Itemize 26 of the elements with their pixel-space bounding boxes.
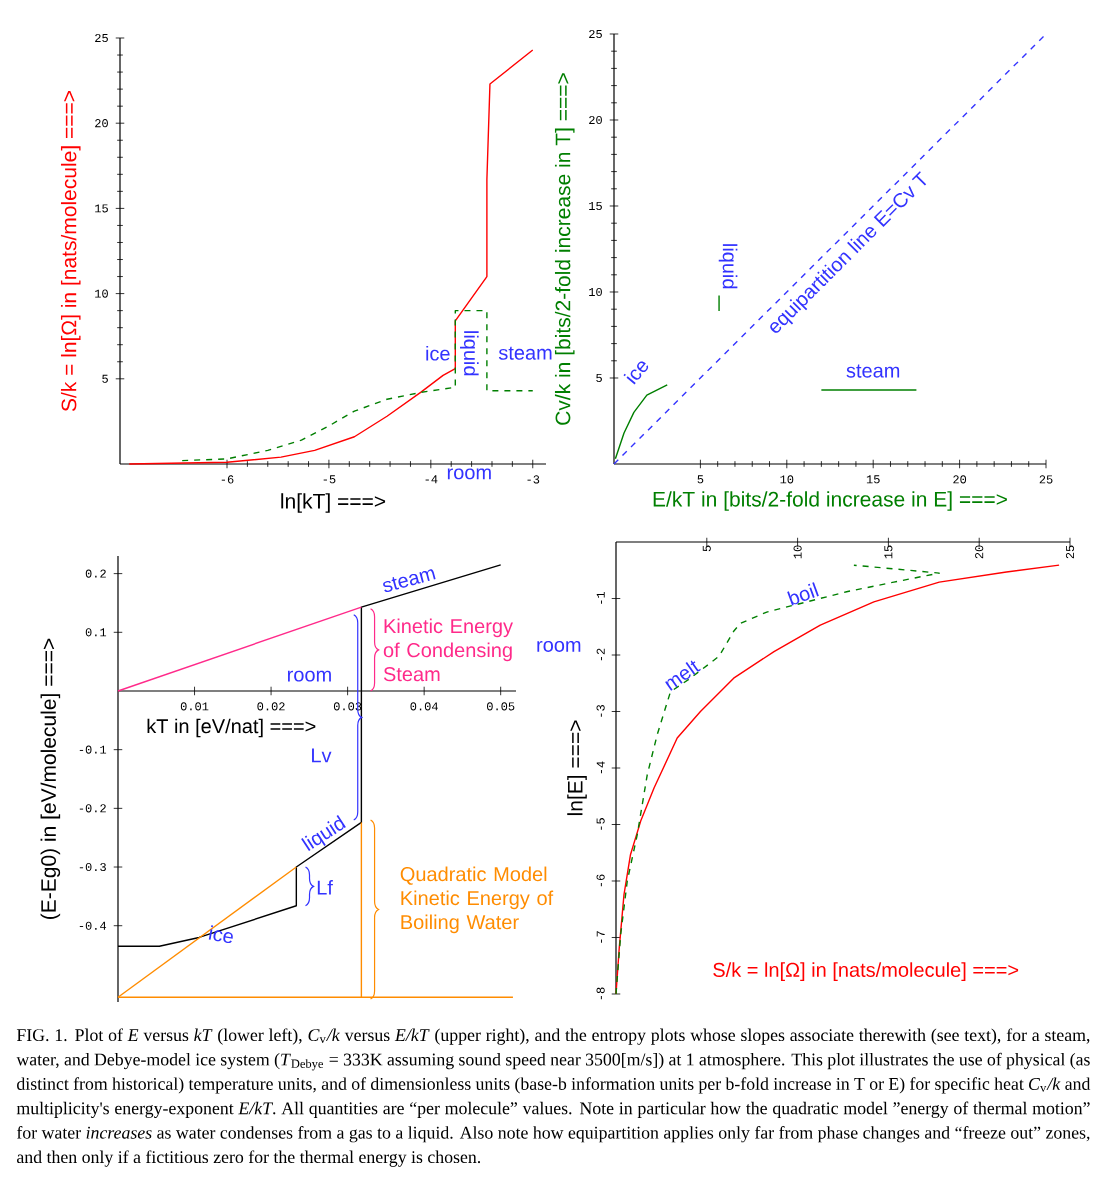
annotation: boil (787, 582, 819, 606)
annotation: liquid (718, 244, 738, 289)
text: room (447, 468, 491, 480)
y-axis-title: S/k = ln[Ω] in [nats/molecule] ===> (60, 90, 81, 412)
text: FIG. 1. Plot of E versus kT (lower left), C$_{v}$/k versus E/kT (upper right), and the entropy plots whose slopes associate therewith (see text), for a steam, water, and Debye-model ice system (T$_{Debye}$ = 333K assuming sound speed near 3500[m/s]) at 1 atmosphere. This plot illustrates the use of physical (as distinct from historical) temperature units, and of dimensionless units (base-b information units per b-fold increase in T or E) for specific heat C$_{v}$/k and multiplicity's energy-exponent E/kT. All quantities are “per molecule” values. Note in particular how the quadratic model ”energy of thermal motion” for water increases as water condenses from a gas to a liquid. Also note how equipartition applies only far from phase changes and “freeze out” zones, and then only if a fictitious zero for the thermal energy is chosen. (16, 1028, 1091, 1167)
annotation: ice (208, 925, 233, 944)
annotation: room (287, 670, 331, 682)
annotation: ice (426, 345, 450, 361)
annotation: liquid (460, 331, 479, 376)
x-axis-title: S/k = ln[Ω] in [nats/molecule] ===> (713, 962, 1019, 981)
annotation: Lv (312, 748, 332, 763)
text: room (537, 640, 581, 652)
annotation: Kinetic Energy of Condensing Steam (383, 618, 513, 682)
annotation: steam (846, 364, 900, 378)
x-axis-title: kT in [eV/nat] ===> (147, 718, 316, 738)
annotation: Quadratic Model Kinetic Energy of Boiling Water (400, 866, 554, 934)
x-axis-title: ln[kT] ===> (281, 493, 386, 513)
y-axis-title: Cv/k in [bits/2-fold increase in T] ===> (554, 73, 575, 425)
annotation: Lf (317, 880, 333, 895)
annotation: steam (498, 346, 552, 360)
x-axis-title: E/kT in [bits/2-fold increase in E] ===> (653, 491, 1007, 511)
y-axis-title: (E-Eg0) in [eV/molecule] ===> (40, 638, 61, 919)
annotation: ice (623, 361, 649, 385)
annotation: melt (665, 660, 701, 691)
y-axis-title: ln[E] ===> (567, 720, 587, 816)
annotation: steam (383, 569, 436, 593)
